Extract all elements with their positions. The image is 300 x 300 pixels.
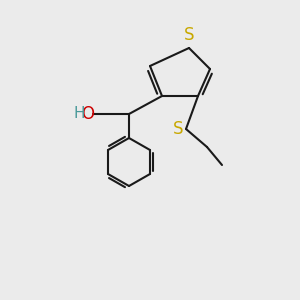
- Text: S: S: [184, 26, 194, 44]
- Text: O: O: [82, 105, 94, 123]
- Text: S: S: [173, 120, 184, 138]
- Text: H: H: [73, 106, 85, 122]
